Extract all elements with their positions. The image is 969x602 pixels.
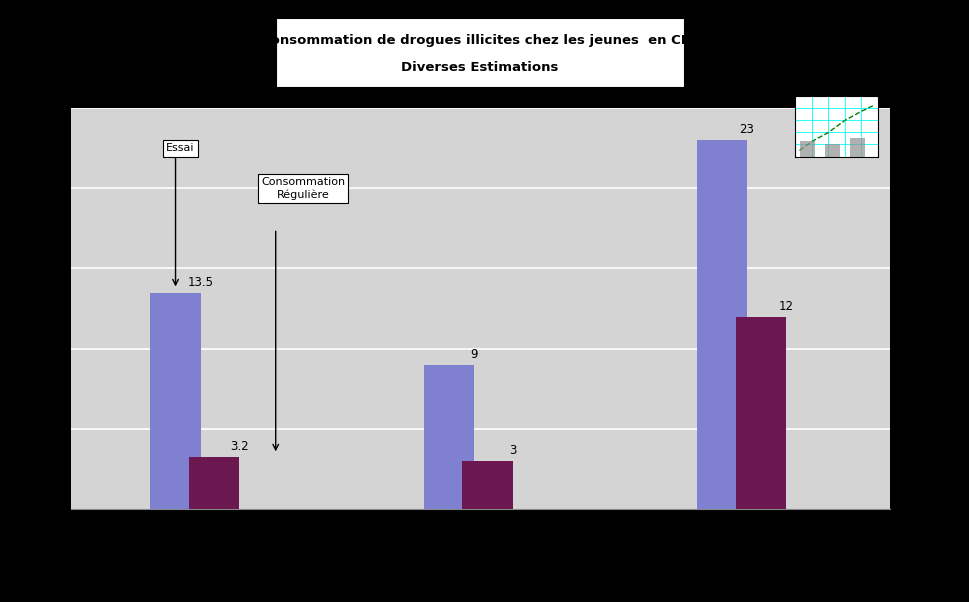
Text: Diverses Estimations: Diverses Estimations — [401, 61, 558, 75]
Text: 23: 23 — [738, 123, 754, 137]
Bar — [189, 458, 239, 509]
Text: 3.2: 3.2 — [230, 441, 248, 453]
Bar — [799, 141, 814, 157]
Bar — [849, 138, 863, 157]
Text: Consommation
Régulière: Consommation Régulière — [261, 178, 345, 199]
Bar — [735, 317, 785, 509]
Text: 13.5: 13.5 — [187, 276, 213, 288]
Text: 9: 9 — [470, 347, 477, 361]
Bar — [696, 140, 746, 509]
Bar — [462, 461, 512, 509]
Bar — [825, 144, 839, 157]
Text: Consommation de drogues illicites chez les jeunes  en CFB: Consommation de drogues illicites chez l… — [261, 34, 699, 47]
Bar — [423, 365, 473, 509]
Bar — [150, 293, 201, 509]
Text: 3: 3 — [509, 444, 516, 457]
Text: 12: 12 — [777, 300, 793, 312]
Text: Essai: Essai — [166, 143, 194, 154]
